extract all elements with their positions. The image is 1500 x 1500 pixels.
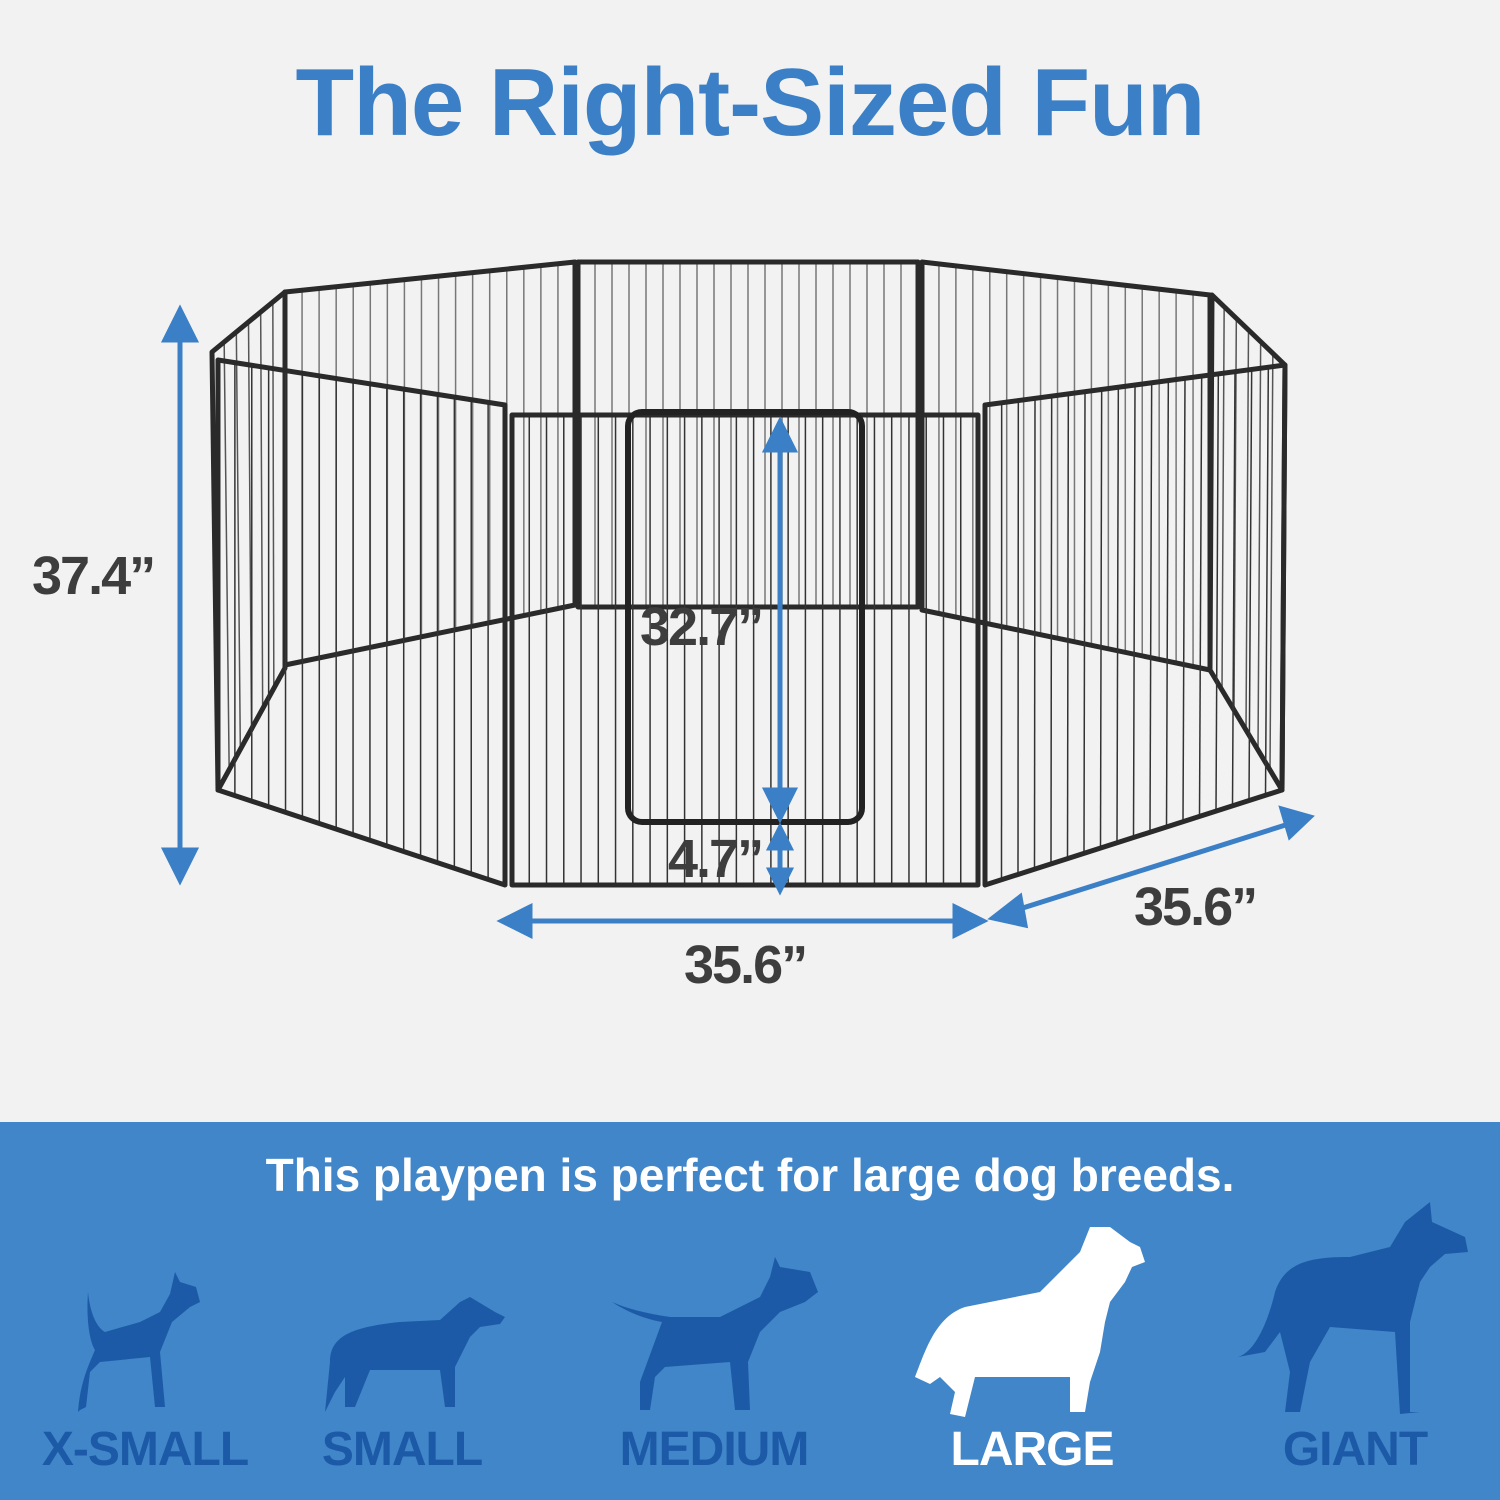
front-width-label: 35.6”: [684, 935, 808, 995]
fence-panels: [209, 259, 1288, 888]
fence-bar: [1221, 306, 1225, 691]
fence-bar: [223, 341, 230, 770]
fence-bar: [1245, 329, 1250, 731]
fence-bar: [1233, 318, 1238, 711]
fence-bar: [1066, 393, 1070, 859]
size-small: SMALL: [321, 1423, 483, 1476]
chihuahua-silhouette-icon: [78, 1272, 200, 1412]
size-large: LARGE: [950, 1423, 1115, 1476]
fence-bar: [1231, 371, 1236, 806]
fence-bar: [1149, 382, 1153, 833]
fence-frame: [282, 259, 578, 668]
dachshund-silhouette-icon: [325, 1297, 505, 1412]
golden-retriever-silhouette-icon: [915, 1227, 1145, 1417]
bull-terrier-silhouette-icon: [612, 1257, 818, 1410]
size-medium: MEDIUM: [619, 1423, 810, 1476]
fence-panel: [282, 259, 578, 668]
fence-bar: [1132, 384, 1136, 838]
fence-frame: [215, 357, 508, 888]
fence-bar: [272, 301, 275, 689]
size-giant: GIANT: [1282, 1423, 1428, 1476]
fence-bar: [1116, 387, 1120, 843]
door-gap-label: 4.7”: [668, 829, 764, 889]
great-dane-silhouette-icon: [1238, 1202, 1468, 1414]
fence-bar: [1050, 396, 1053, 864]
door-height-label: 32.7”: [640, 597, 764, 657]
fence-bar: [1248, 369, 1253, 801]
side-width-label: 35.6”: [1134, 877, 1258, 937]
fence-frame: [982, 362, 1288, 888]
dog-silhouettes: [78, 1202, 1468, 1417]
fence-bar: [1257, 341, 1262, 751]
fence-panel: [215, 357, 508, 888]
size-x-small: X-SMALL: [41, 1423, 249, 1476]
fence-bar: [1215, 373, 1220, 812]
fence-bar: [1182, 378, 1186, 822]
banner-text: This playpen is perfect for large dog br…: [265, 1149, 1235, 1201]
page-title: The Right-Sized Fun: [295, 49, 1206, 156]
fence-frame: [575, 259, 921, 610]
fence-bar: [1165, 380, 1170, 827]
fence-bar: [1083, 391, 1086, 854]
door: [625, 409, 865, 825]
fence-bar: [1264, 367, 1270, 796]
side-width-arrow: [1009, 819, 1296, 915]
fence-bar: [235, 331, 242, 750]
fence-bar: [1033, 398, 1036, 870]
height-label: 37.4”: [32, 546, 156, 606]
fence-bar: [259, 311, 264, 709]
playpen-illustration: [160, 259, 1315, 940]
fence-bar: [1198, 376, 1203, 817]
dimension-arrows: [160, 304, 1315, 940]
fence-panel: [982, 362, 1288, 888]
fence-bar: [247, 321, 253, 730]
fence-bar: [1269, 353, 1274, 771]
fence-bar: [1099, 389, 1103, 849]
